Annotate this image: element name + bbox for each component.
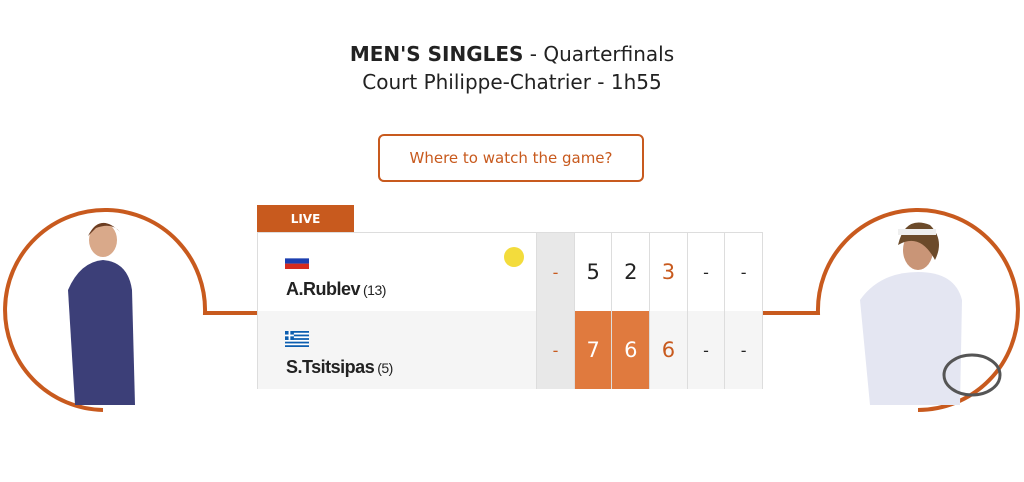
set-5-score: - xyxy=(740,340,747,360)
player-row: S.Tsitsipas (5) - 7 6 6 - - xyxy=(258,311,762,389)
where-to-watch-button[interactable]: Where to watch the game? xyxy=(378,134,644,182)
set-1-score: 7 xyxy=(574,311,613,389)
set-1-score: 5 xyxy=(575,233,613,311)
tsitsipas-photo xyxy=(860,222,1002,405)
set-2-score: 2 xyxy=(612,233,651,311)
rublev-photo xyxy=(68,222,135,405)
set-5-score: - xyxy=(740,262,747,282)
round-name: - Quarterfinals xyxy=(523,42,675,66)
player-name[interactable]: S.Tsitsipas (5) xyxy=(286,357,393,377)
live-badge: LIVE xyxy=(257,205,354,232)
russia-flag-icon xyxy=(285,253,309,269)
greece-flag-icon xyxy=(285,331,309,347)
serving-ball-icon xyxy=(504,247,525,267)
player-name[interactable]: A.Rublev (13) xyxy=(286,279,386,299)
left-player-frame xyxy=(3,208,257,412)
match-header: MEN'S SINGLES - Quarterfinals Court Phil… xyxy=(0,40,1024,96)
seed: (13) xyxy=(363,282,386,298)
court-duration: Court Philippe-Chatrier - 1h55 xyxy=(362,70,662,94)
set-3-score: 6 xyxy=(650,311,688,389)
seed: (5) xyxy=(377,360,393,376)
current-points: - xyxy=(537,233,575,311)
current-points: - xyxy=(537,311,575,389)
set-4-score: - xyxy=(688,311,726,389)
set-3-score: 3 xyxy=(650,233,688,311)
right-player-frame xyxy=(763,208,1020,412)
scoreboard: A.Rublev (13) - 5 2 3 - - S.Tsitsipas (5) … xyxy=(257,232,763,389)
player-row: A.Rublev (13) - 5 2 3 - - xyxy=(258,233,762,312)
set-2-score: 6 xyxy=(612,311,651,389)
event-name: MEN'S SINGLES xyxy=(349,42,524,66)
set-4-score: - xyxy=(688,233,726,311)
